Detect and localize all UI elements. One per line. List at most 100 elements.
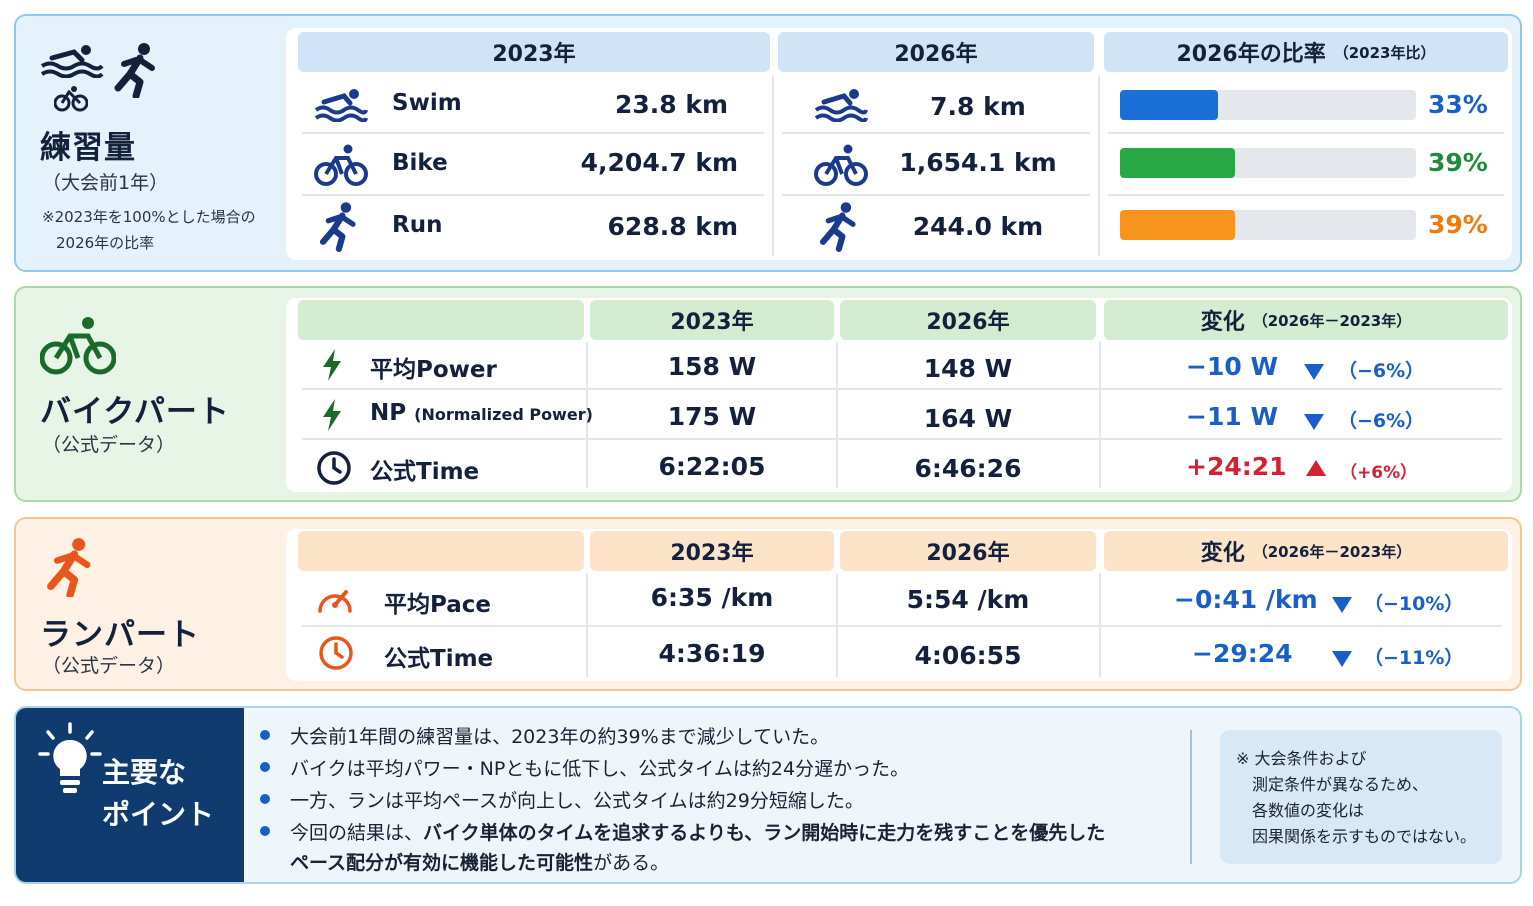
np-change: −11 W xyxy=(1186,402,1279,431)
key-points-panel: 主要な ポイント 大会前1年間の練習量は、2023年の約39%まで減少していた。… xyxy=(14,706,1522,884)
run-time-change-pct: （−11%） xyxy=(1364,647,1464,669)
header-blank xyxy=(298,300,584,340)
avg-power-2026: 148 W xyxy=(923,354,1013,383)
header-2026: 2026年 xyxy=(840,300,1096,340)
point-text: バイクは平均パワー・NPともに低下し、公式タイムは約24分遅かった。 xyxy=(290,758,910,780)
bike-time-change: +24:21 xyxy=(1186,452,1287,481)
avg-pace-change-pct: （−10%） xyxy=(1364,593,1464,615)
avg-pace-2023: 6:35 /km xyxy=(650,583,774,612)
swim-label: Swim xyxy=(392,90,462,116)
run-icon xyxy=(47,538,91,597)
header-ratio-label: 2026年の比率 xyxy=(1176,42,1326,67)
np-label-sub: (Normalized Power) xyxy=(414,405,593,424)
point-item: 一方、ランは平均ペースが向上し、公式タイムは約29分短縮した。 xyxy=(260,786,864,813)
bike-ratio-fill xyxy=(1120,148,1235,178)
bike-side: バイクパート （公式データ） xyxy=(16,288,286,500)
swim-icon xyxy=(314,89,368,122)
training-side: 練習量 （大会前1年） ※2023年を100%とした場合の 2026年の比率 xyxy=(16,16,286,270)
lightbulb-icon xyxy=(38,722,102,793)
avg-power-change: −10 W xyxy=(1186,352,1279,381)
row-divider xyxy=(302,388,1502,390)
disclaimer-text: ※ 大会条件および 測定条件が異なるため、 各数値の変化は 因果関係を示すもので… xyxy=(1236,749,1477,846)
bike-subtitle: （公式データ） xyxy=(42,434,176,456)
swim-ratio-fill xyxy=(1120,90,1218,120)
run-ratio-percent: 39% xyxy=(1428,210,1488,239)
bike-table: 2023年 2026年 変化 （2026年－2023年） 平均Power 158… xyxy=(286,298,1512,492)
column-divider xyxy=(836,342,838,488)
run-subtitle: （公式データ） xyxy=(42,655,176,677)
lightning-icon xyxy=(323,399,341,431)
clock-icon xyxy=(319,636,353,670)
swim-ratio-bar xyxy=(1120,90,1416,120)
np-change-pct: （−6%） xyxy=(1338,410,1425,432)
header-change: 変化 （2026年－2023年） xyxy=(1104,300,1508,340)
avg-power-change-pct: （−6%） xyxy=(1338,360,1425,382)
point-text-intro: 今回の結果は、 xyxy=(290,822,424,844)
points-divider xyxy=(1190,730,1192,864)
key-points-side: 主要な ポイント xyxy=(16,708,244,882)
swim-icon xyxy=(40,45,104,78)
header-2023: 2023年 xyxy=(590,300,834,340)
header-change-label: 変化 xyxy=(1200,310,1245,335)
row-divider xyxy=(302,438,1502,440)
header-2023: 2023年 xyxy=(590,531,834,571)
bike-icon xyxy=(54,86,88,112)
run-2026-value: 244.0 km xyxy=(912,212,1044,241)
row-divider xyxy=(302,132,764,134)
avg-pace-label: 平均Pace xyxy=(384,592,491,618)
decrease-arrow-icon xyxy=(1332,651,1352,667)
point-text-emphasis: バイク単体のタイムを追求するよりも、ラン開始時に走力を残すことを優先した xyxy=(423,822,1106,844)
column-divider xyxy=(772,76,774,256)
avg-pace-change: −0:41 /km xyxy=(1174,585,1318,614)
header-2023: 2023年 xyxy=(298,32,770,72)
point-item: バイクは平均パワー・NPともに低下し、公式タイムは約24分遅かった。 xyxy=(259,754,910,781)
run-title: ランパート xyxy=(40,617,200,653)
np-2026: 164 W xyxy=(923,404,1013,433)
bike-part-panel: バイクパート （公式データ） 2023年 2026年 変化 （2026年－202… xyxy=(14,286,1522,502)
bike-icon xyxy=(40,317,116,375)
header-change: 変化 （2026年－2023年） xyxy=(1104,531,1508,571)
header-change-sub: （2026年－2023年） xyxy=(1252,311,1412,330)
bike-ratio-bar xyxy=(1120,148,1416,178)
header-2026: 2026年 xyxy=(840,531,1096,571)
decrease-arrow-icon xyxy=(1304,414,1324,430)
training-subtitle: （大会前1年） xyxy=(42,172,169,194)
column-divider xyxy=(1098,76,1100,256)
point-item-continued: ペース配分が有効に機能した可能性がある。 xyxy=(264,848,669,875)
bike-title: バイクパート xyxy=(40,394,230,430)
header-ratio-sub: （2023年比） xyxy=(1333,43,1436,62)
row-divider xyxy=(1108,194,1504,196)
training-note-line1: ※2023年を100%とした場合の xyxy=(42,208,256,226)
np-label-main: NP xyxy=(370,400,407,426)
np-2023: 175 W xyxy=(667,402,757,431)
run-time-change: −29:24 xyxy=(1192,639,1293,668)
swim-2026-value: 7.8 km xyxy=(930,92,1026,121)
run-icon xyxy=(114,43,155,98)
bike-time-change-pct: （+6%） xyxy=(1340,463,1418,483)
bike-time-2026: 6:46:26 xyxy=(914,454,1022,483)
disclaimer-box: ※ 大会条件および 測定条件が異なるため、 各数値の変化は 因果関係を示すもので… xyxy=(1220,730,1502,864)
point-text-end: がある。 xyxy=(593,852,670,874)
training-table: 2023年 2026年 2026年の比率 （2023年比） Swim 23.8 … xyxy=(286,28,1512,260)
header-change-sub: （2026年－2023年） xyxy=(1252,542,1412,561)
run-table: 2023年 2026年 変化 （2026年－2023年） 平均Pace 6:35… xyxy=(286,529,1512,681)
column-divider xyxy=(1099,342,1101,488)
avg-pace-2026: 5:54 /km xyxy=(906,585,1030,614)
np-label: NP (Normalized Power) xyxy=(370,400,593,426)
bike-icon xyxy=(314,144,368,186)
bike-time-label: 公式Time xyxy=(370,459,480,485)
run-side: ランパート （公式データ） xyxy=(16,519,286,689)
bike-2023-value: 4,204.7 km xyxy=(580,148,738,177)
point-text-emphasis: ペース配分が有効に機能した可能性 xyxy=(290,852,594,874)
column-divider xyxy=(586,342,588,488)
run-icon xyxy=(819,202,856,252)
clock-icon xyxy=(317,451,351,485)
bike-time-2023: 6:22:05 xyxy=(658,452,766,481)
header-ratio: 2026年の比率 （2023年比） xyxy=(1104,32,1508,72)
row-divider xyxy=(1108,132,1504,134)
gauge-icon xyxy=(318,590,352,613)
bike-label: Bike xyxy=(392,150,448,176)
row-divider xyxy=(302,625,1502,627)
header-blank xyxy=(298,531,584,571)
run-ratio-fill xyxy=(1120,210,1235,240)
